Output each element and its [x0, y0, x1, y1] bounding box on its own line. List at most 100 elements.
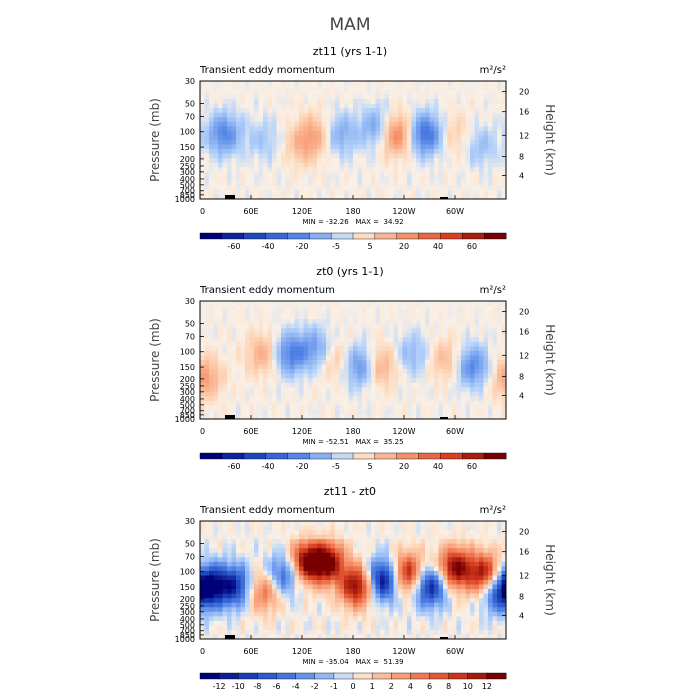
- field-cell: [321, 314, 327, 320]
- field-cell: [375, 140, 381, 145]
- field-cell: [290, 566, 295, 572]
- field-cell: [416, 634, 421, 640]
- field-cell: [294, 194, 300, 200]
- field-cell: [218, 589, 223, 595]
- field-cell: [447, 135, 453, 141]
- field-cell: [308, 584, 313, 590]
- field-cell: [416, 602, 421, 608]
- field-cell: [276, 598, 282, 604]
- field-cell: [317, 194, 322, 200]
- field-cell: [240, 323, 246, 329]
- field-cell: [263, 314, 268, 320]
- field-cell: [231, 135, 237, 141]
- field-cell: [335, 140, 340, 145]
- panel-2: zt0 (yrs 1-1)Transient eddy momentum m²/s…: [148, 265, 557, 471]
- field-cell: [366, 194, 372, 200]
- field-cell: [362, 414, 367, 420]
- field-cell: [344, 584, 349, 590]
- field-cell: [398, 561, 403, 567]
- field-cell: [420, 117, 426, 123]
- field-cell: [375, 391, 381, 397]
- field-cell: [380, 525, 385, 531]
- field-cell: [366, 158, 372, 164]
- field-cell: [357, 341, 363, 347]
- field-cell: [308, 162, 313, 168]
- field-cell: [231, 323, 237, 329]
- field-cell: [227, 130, 232, 136]
- y-tick-label: 50: [185, 99, 195, 108]
- field-cell: [438, 140, 444, 145]
- field-cell: [429, 126, 435, 132]
- field-cell: [362, 180, 367, 186]
- field-cell: [443, 176, 448, 182]
- field-cell: [407, 391, 412, 397]
- field-cell: [200, 620, 205, 626]
- field-cell: [362, 158, 367, 164]
- field-cell: [227, 144, 232, 150]
- field-cell: [407, 94, 412, 100]
- field-cell: [366, 548, 372, 554]
- field-cell: [371, 130, 376, 136]
- field-cell: [371, 629, 376, 635]
- field-cell: [348, 543, 354, 549]
- field-cell: [312, 570, 318, 576]
- field-cell: [267, 548, 273, 554]
- field-cell: [416, 180, 421, 186]
- field-cell: [290, 171, 295, 177]
- field-cell: [299, 387, 304, 393]
- field-cell: [420, 99, 426, 105]
- field-cell: [263, 328, 268, 334]
- field-cell: [348, 391, 354, 397]
- field-cell: [420, 387, 426, 393]
- field-cell: [312, 548, 318, 554]
- field-cell: [249, 180, 255, 186]
- field-cell: [231, 332, 237, 338]
- field-cell: [380, 373, 385, 379]
- field-cell: [375, 94, 381, 100]
- field-cell: [330, 341, 336, 347]
- field-cell: [353, 185, 358, 191]
- field-cell: [402, 625, 408, 631]
- field-cell: [402, 81, 408, 86]
- field-cell: [303, 153, 309, 159]
- field-cell: [362, 189, 367, 195]
- field-cell: [236, 126, 241, 132]
- field-cell: [276, 130, 282, 136]
- field-cell: [353, 301, 358, 306]
- field-cell: [407, 121, 412, 127]
- field-cell: [366, 364, 372, 370]
- field-cell: [317, 616, 322, 622]
- field-cell: [344, 130, 349, 136]
- field-cell: [402, 153, 408, 159]
- field-cell: [276, 387, 282, 393]
- field-cell: [407, 117, 412, 123]
- field-cell: [227, 314, 232, 320]
- field-cell: [299, 552, 304, 558]
- field-cell: [348, 135, 354, 141]
- field-cell: [402, 364, 408, 370]
- field-cell: [434, 360, 439, 365]
- field-cell: [222, 301, 228, 306]
- field-cell: [420, 355, 426, 361]
- field-cell: [479, 180, 484, 186]
- field-cell: [353, 620, 358, 626]
- field-cell: [281, 176, 286, 182]
- field-cell: [231, 350, 237, 356]
- field-cell: [263, 566, 268, 572]
- field-cell: [312, 310, 318, 316]
- field-cell: [344, 598, 349, 604]
- field-cell: [339, 584, 345, 590]
- field-cell: [218, 382, 223, 388]
- field-cell: [461, 90, 466, 96]
- field-cell: [249, 305, 255, 311]
- field-cell: [429, 364, 435, 370]
- field-cell: [330, 373, 336, 379]
- field-cell: [456, 350, 462, 356]
- field-cell: [393, 620, 399, 626]
- field-cell: [290, 602, 295, 608]
- field-cell: [488, 350, 493, 356]
- field-cell: [371, 328, 376, 334]
- field-cell: [213, 189, 219, 195]
- field-cell: [443, 117, 448, 123]
- field-cell: [393, 598, 399, 604]
